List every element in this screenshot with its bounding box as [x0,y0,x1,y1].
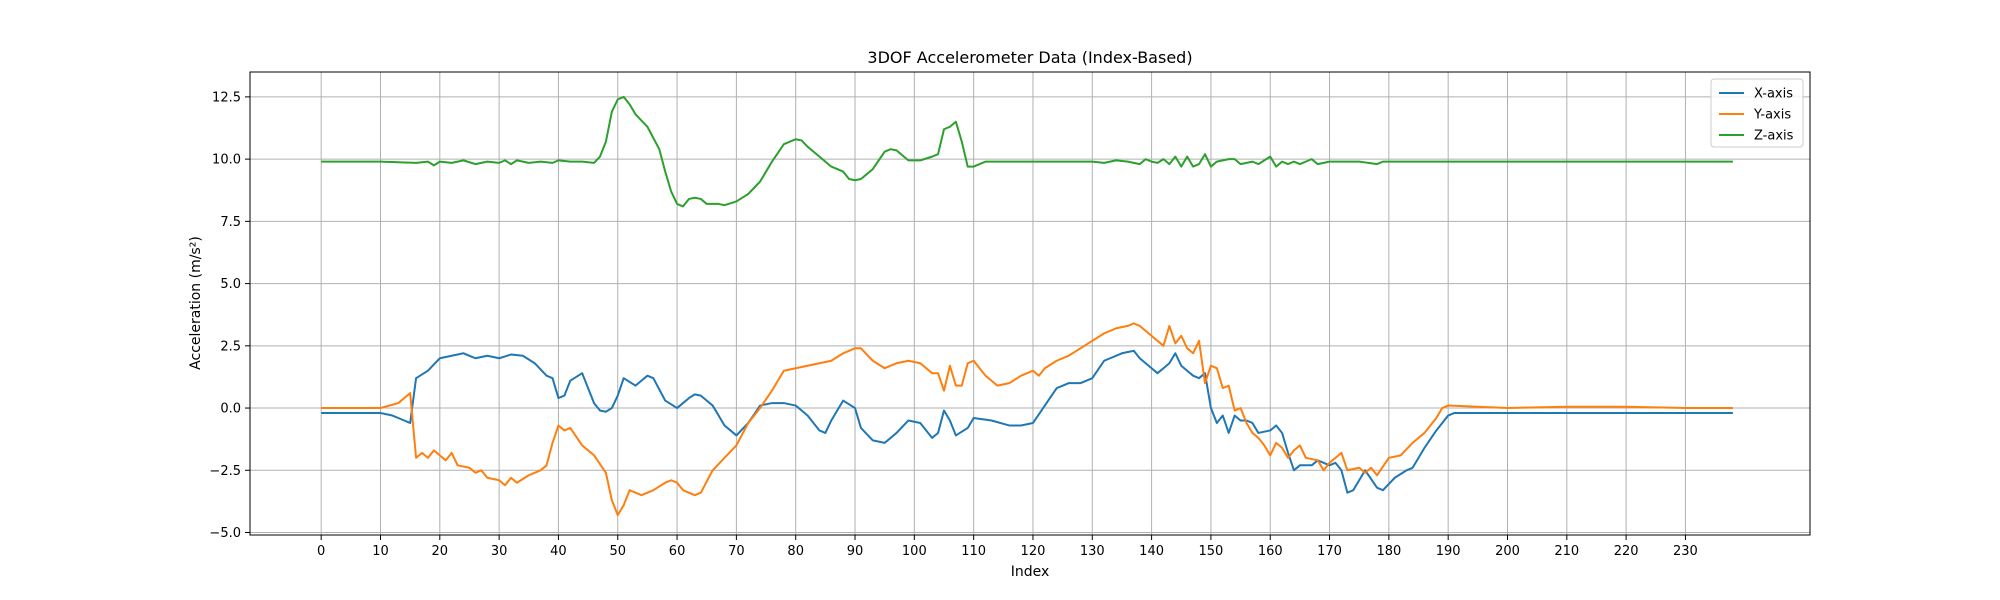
ticks: 0 10 20 30 40 50 60 70 80 90 100 110 120 130 140 150 160… [209,90,1697,559]
x-tick-label: 120 [1021,544,1046,559]
plot-frame [249,71,1811,536]
x-tick-label: 200 [1495,544,1520,559]
x-tick-label: 110 [961,544,986,559]
chart-title: 3DOF Accelerometer Data (Index-Based) [867,48,1192,67]
x-tick-label: 180 [1376,544,1401,559]
x-tick-label: 20 [432,544,449,559]
y-axis-label: Acceleration (m/s²) [188,236,204,370]
y-tick-label: 2.5 [220,339,241,354]
x-axis-label: Index [1011,564,1050,580]
x-tick-label: 190 [1436,544,1461,559]
y-tick-label: 7.5 [220,215,241,230]
x-tick-label: 90 [847,544,864,559]
legend-label-x-axis: X-axis [1754,87,1793,102]
y-tick-label: −2.5 [209,464,241,479]
x-tick-label: 230 [1673,544,1698,559]
y-tick-label: 5.0 [220,277,241,292]
series-line-z-axis [321,95,1733,208]
x-tick-label: 220 [1614,544,1639,559]
y-tick-label: 10.0 [212,153,241,168]
legend-box [1710,78,1804,148]
series-line-y-axis [321,322,1733,517]
x-tick-label: 70 [728,544,745,559]
x-tick-label: 170 [1317,544,1342,559]
x-tick-label: 130 [1080,544,1105,559]
x-tick-label: 50 [609,544,626,559]
x-tick-label: 210 [1554,544,1579,559]
x-tick-label: 10 [372,544,389,559]
x-tick-label: 60 [669,544,686,559]
series-lines [321,95,1733,517]
x-tick-label: 0 [317,544,325,559]
x-tick-label: 160 [1258,544,1283,559]
legend-label-z-axis: Z-axis [1754,129,1794,144]
grid [250,72,1810,535]
legend: X-axis Y-axis Z-axis [1710,78,1804,148]
x-tick-label: 150 [1198,544,1223,559]
x-tick-label: 30 [491,544,508,559]
x-tick-label: 40 [550,544,567,559]
series-line-x-axis [321,349,1733,494]
y-tick-label: 0.0 [220,402,241,417]
x-tick-label: 100 [902,544,927,559]
x-tick-label: 140 [1139,544,1164,559]
y-tick-label: −5.0 [209,526,241,541]
x-tick-label: 80 [787,544,804,559]
legend-label-y-axis: Y-axis [1753,108,1791,123]
y-tick-label: 12.5 [212,90,241,105]
